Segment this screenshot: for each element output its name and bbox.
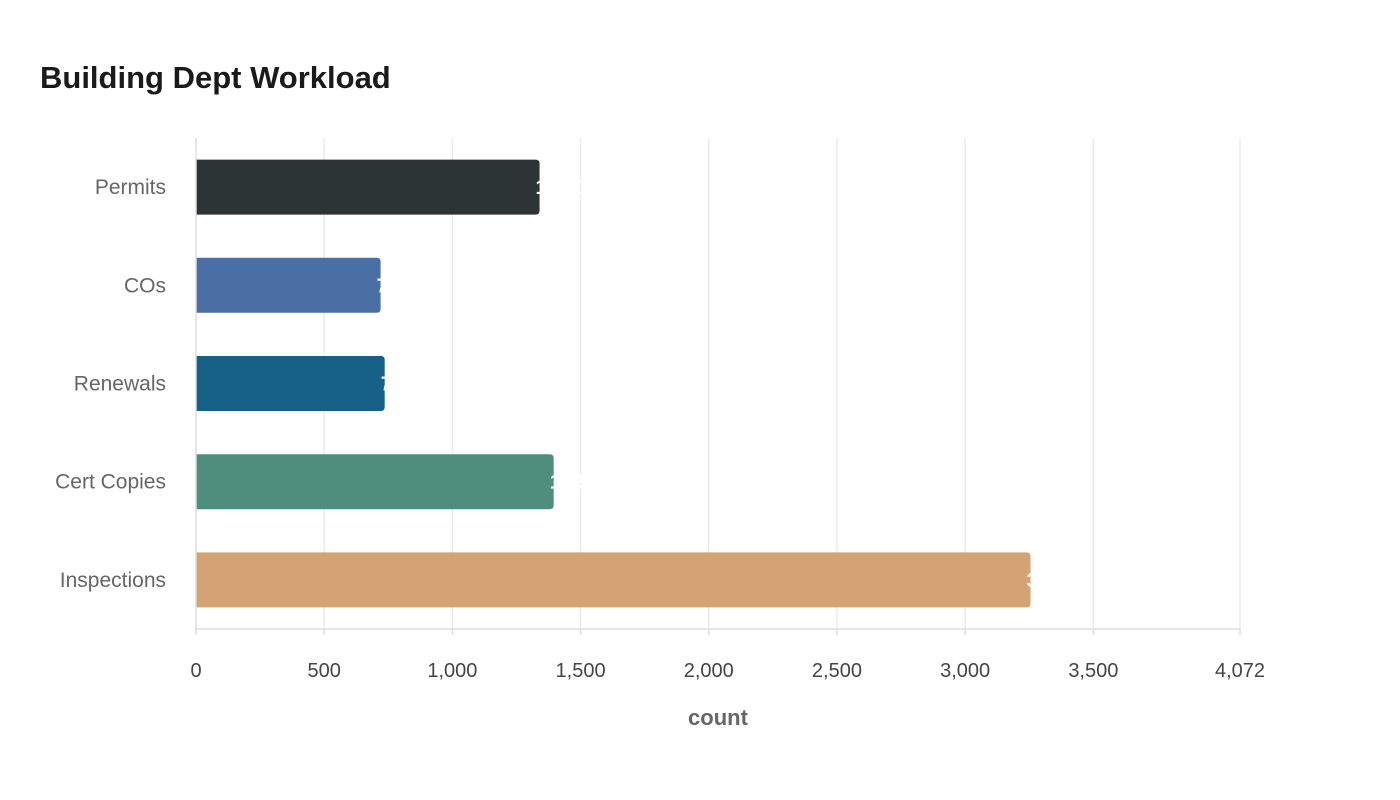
bar xyxy=(196,552,1031,608)
category-label: COs xyxy=(124,274,166,297)
x-tick-label: 3,000 xyxy=(940,660,990,682)
bar xyxy=(196,159,540,215)
x-tick-label: 3,500 xyxy=(1068,660,1118,682)
x-tick-label: 1,000 xyxy=(427,660,477,682)
value-label: 3,255 xyxy=(1027,570,1077,592)
value-label: 1,340 xyxy=(536,177,586,199)
grid-lines xyxy=(323,138,1241,629)
category-label: Inspections xyxy=(60,569,166,592)
category-label: Permits xyxy=(95,176,166,199)
x-tick-label: 2,500 xyxy=(812,660,862,682)
value-labels: 1,340 720 736 1,395 3,255 xyxy=(377,177,1077,592)
x-axis-title: count xyxy=(688,705,749,730)
value-label: 1,395 xyxy=(550,472,600,494)
x-tick-label: 4,072 xyxy=(1215,660,1265,682)
x-tick-label: 2,000 xyxy=(684,660,734,682)
x-axis: 0 500 1,000 1,500 2,000 2,500 3,000 3,500 4,072 xyxy=(190,138,1265,682)
bar xyxy=(196,257,381,313)
x-tick-label: 0 xyxy=(190,660,201,682)
chart-title: Building Dept Workload xyxy=(40,60,391,95)
category-label: Cert Copies xyxy=(55,471,166,494)
value-label: 736 xyxy=(381,374,414,396)
category-label: Renewals xyxy=(74,373,166,396)
x-tick-label: 1,500 xyxy=(556,660,606,682)
bar xyxy=(196,356,385,411)
value-label: 720 xyxy=(377,275,410,297)
y-axis: Permits COs Renewals Cert Copies Inspections xyxy=(55,176,166,592)
x-tick-label: 500 xyxy=(308,660,341,682)
bars xyxy=(196,159,1031,608)
bar xyxy=(196,454,554,510)
